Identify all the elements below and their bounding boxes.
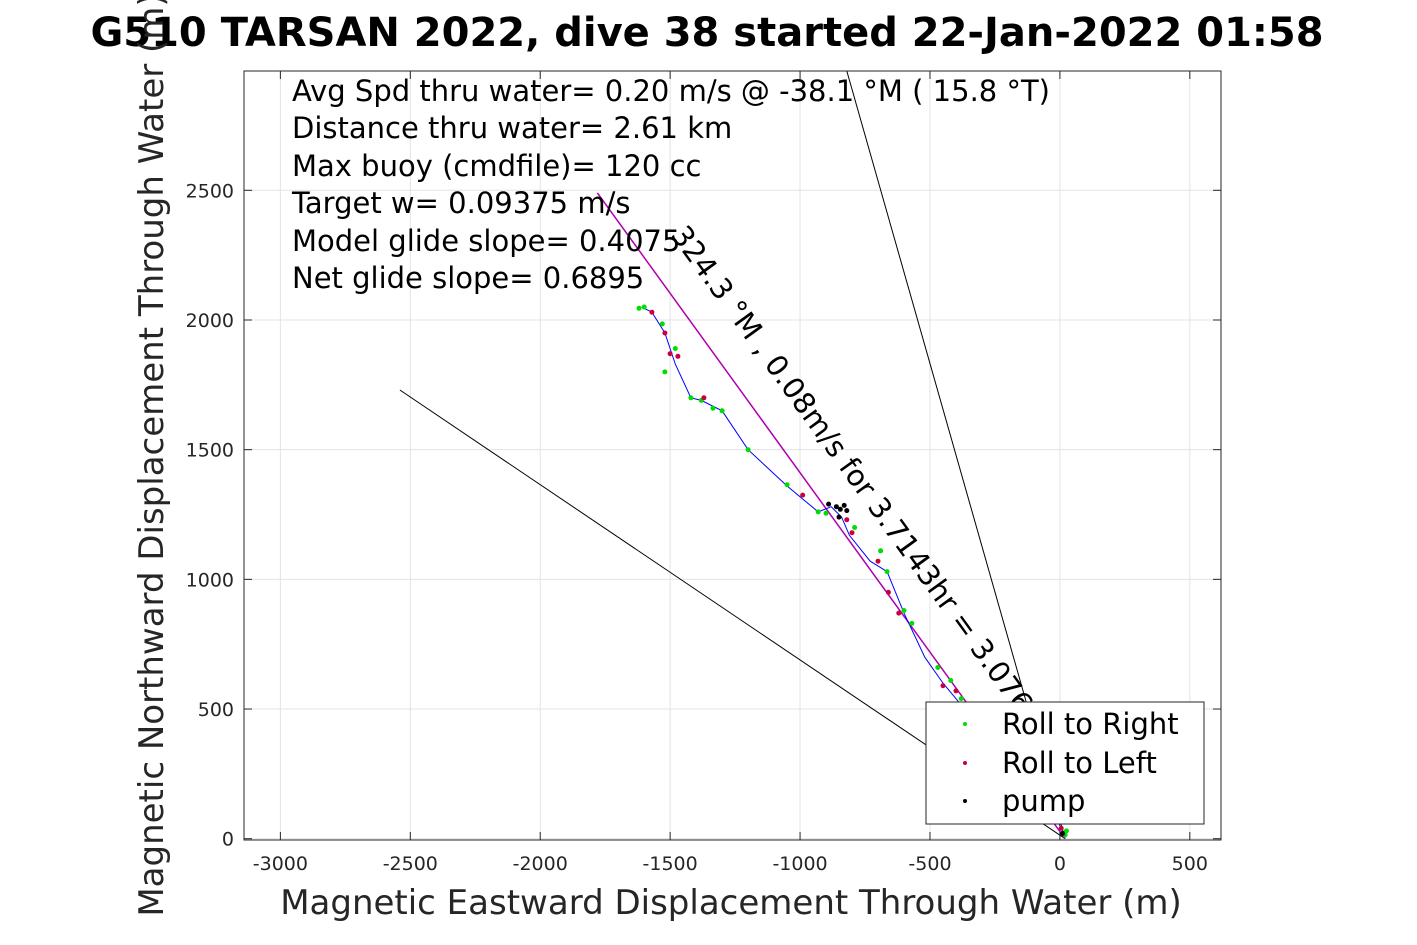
x-tick-label: -1500	[643, 853, 698, 875]
point-roll-right	[1063, 828, 1069, 834]
plot-frame	[243, 70, 1222, 841]
point-roll-right	[852, 525, 858, 530]
y-tick-labels: 0 500 1000 1500 2000 2500	[186, 180, 234, 850]
x-tick-label: 0	[1054, 853, 1066, 875]
point-roll-left	[800, 492, 806, 498]
point-pump	[1060, 831, 1065, 836]
point-roll-right	[672, 346, 678, 351]
point-pump	[833, 504, 839, 510]
annotation-model-glide: Model glide slope= 0.4075	[292, 224, 680, 258]
legend-entry-roll-left: Roll to Left	[1002, 746, 1157, 780]
y-tick-label: 1500	[186, 440, 234, 462]
point-roll-right	[745, 447, 751, 453]
point-roll-left	[1058, 825, 1064, 831]
point-roll-left	[940, 683, 946, 689]
annotation-avg-speed: Avg Spd thru water= 0.20 m/s @ -38.1 °M …	[292, 74, 1050, 108]
annotation-net-glide: Net glide slope= 0.6895	[292, 261, 644, 295]
chart-title: G510 TARSAN 2022, dive 38 started 22-Jan…	[90, 10, 1323, 56]
point-roll-left	[896, 610, 902, 616]
y-tick-label: 2500	[186, 180, 234, 202]
point-roll-left	[675, 353, 681, 359]
point-roll-left	[649, 309, 655, 315]
point-roll-right	[662, 369, 668, 375]
point-pump	[837, 506, 843, 512]
annotation-distance: Distance thru water= 2.61 km	[292, 111, 732, 145]
point-roll-right	[884, 569, 890, 575]
point-roll-right	[688, 395, 694, 401]
annotation-target-w: Target w= 0.09375 m/s	[291, 186, 630, 220]
legend-entry-pump: pump	[1002, 784, 1085, 818]
x-axis-label: Magnetic Eastward Displacement Through W…	[280, 883, 1182, 923]
track-line	[641, 306, 1066, 836]
annotation-max-buoy: Max buoy (cmdfile)= 120 cc	[292, 149, 701, 183]
point-roll-right	[641, 304, 647, 310]
x-tick-label: 500	[1172, 853, 1208, 875]
point-roll-right	[815, 509, 821, 515]
point-roll-right	[909, 620, 915, 626]
point-roll-right	[958, 696, 964, 702]
legend-entry-roll-right: Roll to Right	[1002, 707, 1179, 741]
y-axis-label: Magnetic Northward Displacement Through …	[132, 0, 172, 917]
x-tick-label: -500	[908, 853, 951, 875]
point-roll-left	[875, 558, 881, 564]
point-roll-left	[953, 688, 959, 694]
x-tick-label: -2000	[513, 853, 568, 875]
legend-marker-pump	[963, 799, 967, 803]
legend-box	[925, 701, 1205, 825]
axis-ticks	[244, 71, 1221, 840]
y-tick-label: 1000	[186, 569, 234, 591]
y-tick-label: 2000	[186, 310, 234, 332]
x-tick-labels: -3000 -2500 -2000 -1500 -1000 -500 0 500	[253, 853, 1208, 875]
x-tick-label: -3000	[253, 853, 308, 875]
legend: Roll to Right Roll to Left pump	[925, 701, 1205, 825]
point-roll-left	[849, 530, 855, 536]
y-tick-label: 0	[222, 829, 234, 851]
point-pump	[836, 514, 842, 520]
point-roll-left	[885, 589, 891, 595]
y-tick-label: 500	[198, 699, 234, 721]
legend-marker-roll-right	[963, 722, 967, 726]
point-pump	[841, 502, 847, 508]
x-tick-label: -1000	[772, 853, 827, 875]
legend-marker-roll-left	[963, 761, 967, 765]
point-roll-right	[948, 678, 954, 683]
glider-track	[641, 306, 1066, 836]
x-tick-label: -2500	[383, 853, 438, 875]
point-roll-left	[662, 330, 668, 336]
annotation-block: Avg Spd thru water= 0.20 m/s @ -38.1 °M …	[291, 74, 1050, 295]
point-roll-right	[719, 408, 725, 414]
point-roll-right	[901, 608, 907, 613]
point-roll-right	[659, 321, 665, 327]
point-roll-left	[701, 395, 707, 401]
point-pump	[844, 508, 850, 514]
point-roll-right	[823, 510, 829, 516]
data-points	[636, 304, 1069, 838]
point-roll-right	[878, 548, 884, 554]
point-roll-left	[667, 351, 673, 357]
point-roll-right	[636, 305, 642, 311]
point-roll-left	[844, 517, 850, 523]
point-roll-right	[784, 482, 790, 488]
point-roll-right	[935, 665, 941, 670]
point-pump	[826, 501, 832, 507]
point-roll-right	[710, 405, 716, 411]
